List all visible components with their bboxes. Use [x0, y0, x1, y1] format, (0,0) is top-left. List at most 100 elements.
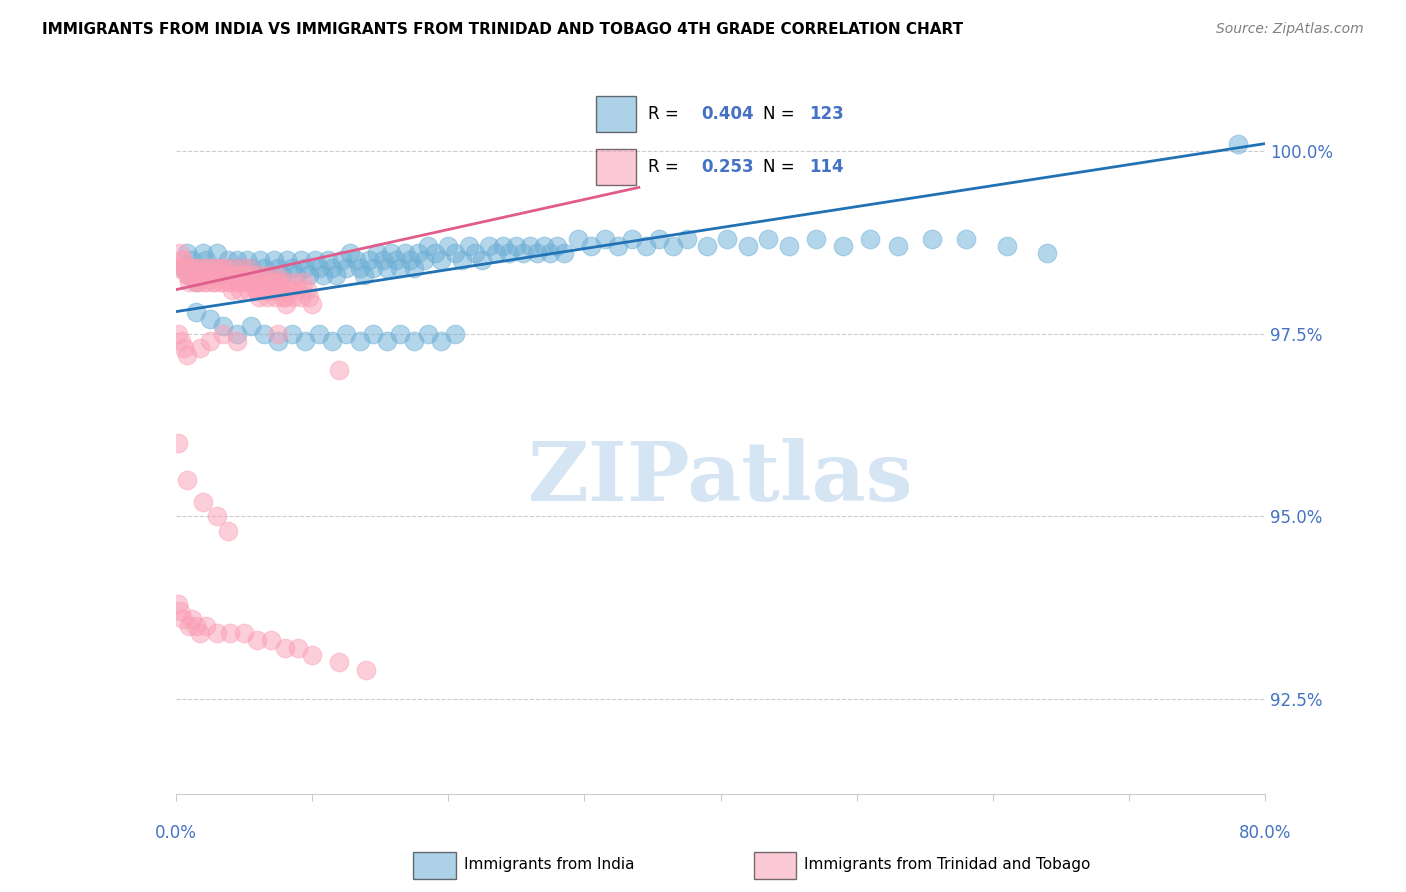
Point: [240, 268, 263, 282]
Point: [208, 268, 231, 282]
Point: [344, 253, 367, 268]
Point: [498, 246, 520, 260]
Point: [321, 260, 343, 275]
Point: [212, 260, 235, 275]
Point: [308, 260, 330, 275]
Point: [198, 334, 221, 348]
Text: Immigrants from India: Immigrants from India: [464, 857, 634, 872]
Point: [226, 253, 249, 268]
Point: [167, 326, 190, 341]
Point: [335, 326, 357, 341]
Point: [450, 253, 472, 268]
Point: [696, 239, 718, 253]
Point: [276, 276, 298, 290]
Point: [186, 276, 208, 290]
Point: [172, 611, 194, 625]
Text: R =: R =: [648, 105, 685, 123]
Point: [274, 297, 297, 311]
Point: [186, 304, 208, 318]
Point: [284, 268, 307, 282]
Point: [243, 276, 266, 290]
Point: [886, 239, 908, 253]
Point: [778, 239, 800, 253]
Point: [181, 260, 204, 275]
Point: [621, 231, 644, 245]
Point: [399, 253, 422, 268]
Point: [252, 276, 274, 290]
Point: [995, 239, 1018, 253]
Point: [232, 268, 254, 282]
Point: [191, 268, 214, 282]
Point: [193, 276, 215, 290]
Point: [292, 276, 315, 290]
Point: [359, 253, 381, 268]
Point: [179, 276, 201, 290]
Point: [200, 268, 222, 282]
Point: [505, 239, 527, 253]
Point: [567, 231, 589, 245]
Point: [301, 648, 323, 662]
Point: [579, 239, 602, 253]
Point: [226, 326, 249, 341]
Point: [232, 626, 254, 640]
Point: [287, 283, 309, 297]
Point: [756, 231, 779, 245]
Text: 80.0%: 80.0%: [1239, 824, 1292, 842]
Point: [260, 633, 283, 648]
Point: [254, 283, 277, 297]
Point: [194, 619, 217, 633]
Point: [219, 276, 242, 290]
Point: [485, 246, 508, 260]
Point: [201, 276, 224, 290]
Point: [190, 268, 212, 282]
Point: [353, 268, 375, 282]
Point: [278, 283, 301, 297]
Point: [375, 260, 398, 275]
Point: [538, 246, 561, 260]
Text: IMMIGRANTS FROM INDIA VS IMMIGRANTS FROM TRINIDAD AND TOBAGO 4TH GRADE CORRELATI: IMMIGRANTS FROM INDIA VS IMMIGRANTS FROM…: [42, 22, 963, 37]
Point: [205, 509, 228, 524]
Point: [287, 640, 309, 655]
Point: [186, 276, 208, 290]
Point: [269, 276, 291, 290]
Point: [298, 290, 321, 304]
Point: [312, 268, 335, 282]
Point: [253, 283, 276, 297]
Point: [250, 276, 273, 290]
Point: [176, 349, 198, 363]
Point: [280, 260, 302, 275]
Point: [263, 253, 285, 268]
Point: [245, 283, 267, 297]
Point: [253, 260, 276, 275]
Point: [211, 276, 233, 290]
Point: [859, 231, 882, 245]
Point: [273, 290, 295, 304]
Point: [832, 239, 855, 253]
Point: [294, 260, 316, 275]
Point: [198, 312, 221, 326]
Text: 123: 123: [810, 105, 844, 123]
Point: [181, 253, 204, 268]
Point: [349, 334, 371, 348]
Point: [247, 290, 270, 304]
Point: [205, 626, 228, 640]
Point: [290, 253, 312, 268]
Point: [430, 253, 453, 268]
Point: [416, 239, 439, 253]
Point: [339, 246, 361, 260]
Point: [231, 260, 253, 275]
Point: [325, 268, 347, 282]
Point: [264, 290, 287, 304]
Point: [176, 268, 198, 282]
Point: [204, 260, 226, 275]
Point: [412, 253, 434, 268]
Point: [737, 239, 759, 253]
Point: [301, 297, 323, 311]
Point: [253, 326, 276, 341]
Point: [385, 253, 408, 268]
FancyBboxPatch shape: [413, 852, 456, 879]
Point: [389, 326, 412, 341]
Point: [239, 268, 262, 282]
Point: [256, 290, 278, 304]
Point: [186, 619, 208, 633]
